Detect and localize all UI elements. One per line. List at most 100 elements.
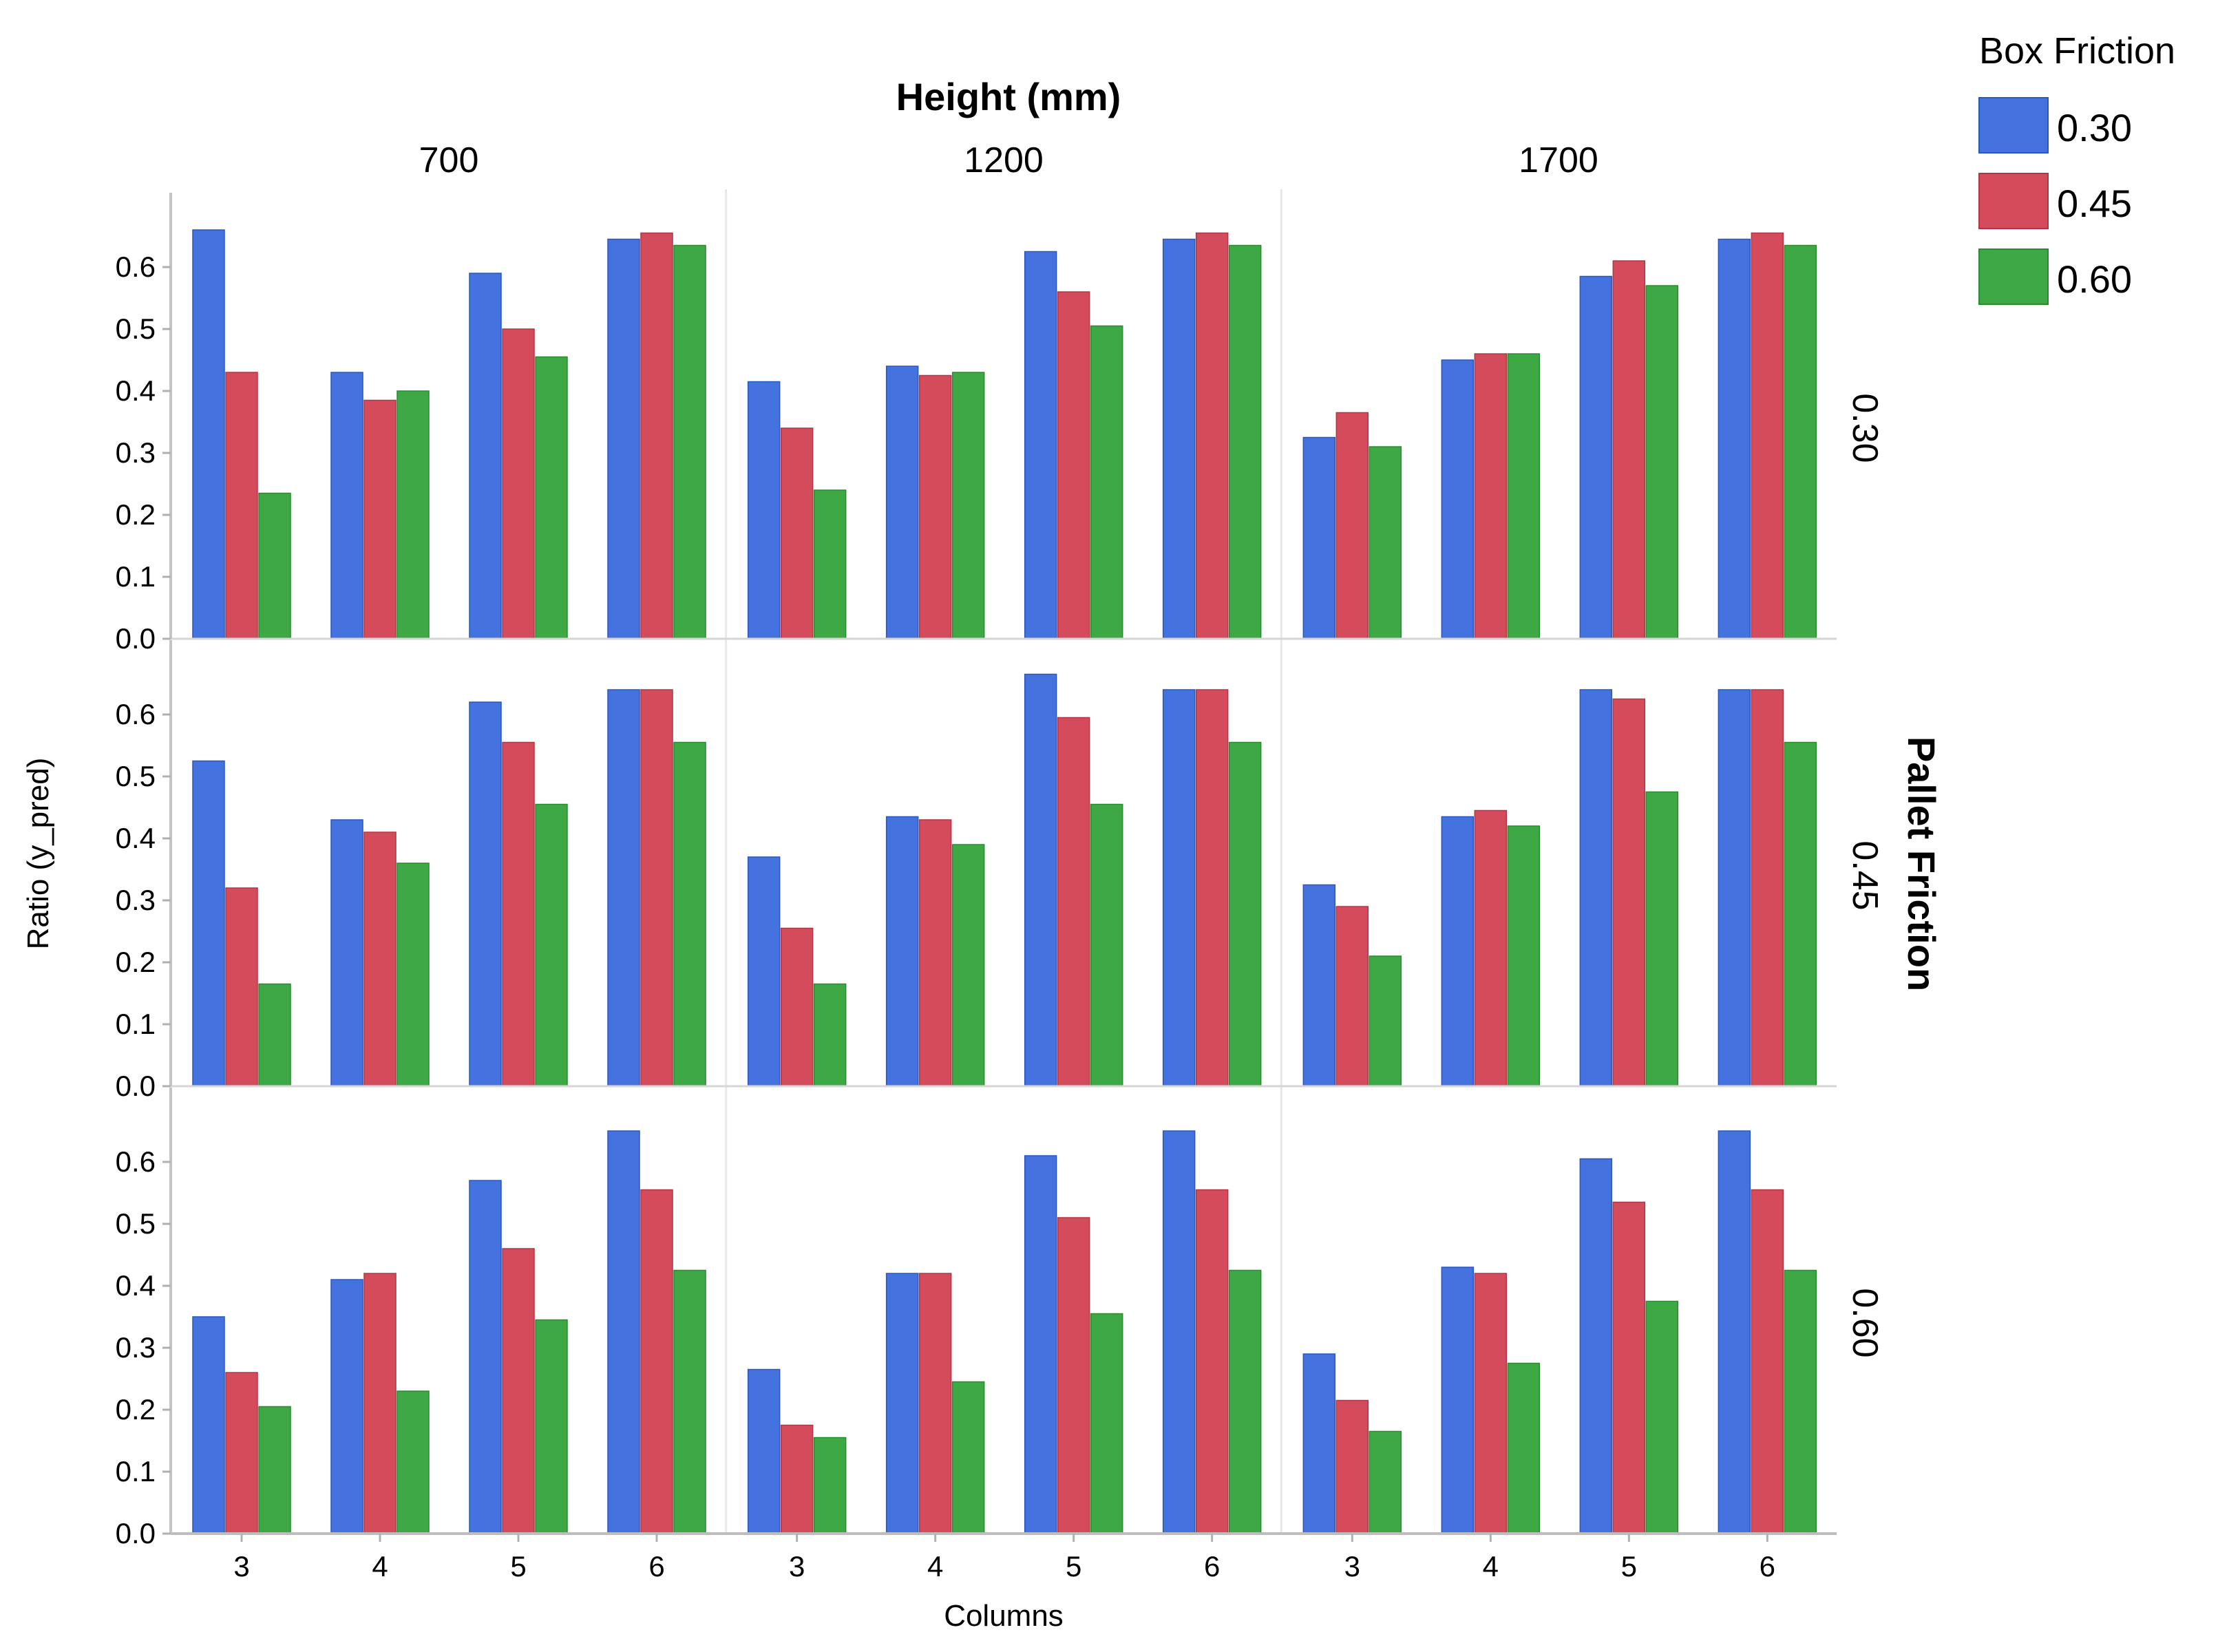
y-tick-label: 0.6 — [116, 251, 156, 283]
legend: Box Friction 0.30 0.45 0.60 — [1978, 30, 2175, 305]
y-tick-label: 0.4 — [116, 374, 156, 407]
bar-pf0.45-h1200-c3-bf0.45 — [780, 927, 814, 1087]
bar-pf0.30-h700-c5-bf0.30 — [469, 273, 502, 639]
bar-pf0.45-h1200-c3-bf0.60 — [813, 983, 847, 1087]
bar-pf0.60-h1200-c5-bf0.60 — [1090, 1313, 1123, 1534]
bar-pf0.45-h1200-c5-bf0.30 — [1024, 673, 1057, 1087]
bar-pf0.30-h1700-c3-bf0.30 — [1302, 436, 1336, 639]
bar-pf0.30-h1200-c3-bf0.45 — [780, 427, 814, 639]
bar-pf0.30-h1200-c5-bf0.30 — [1024, 251, 1057, 639]
bar-pf0.60-h700-c4-bf0.30 — [330, 1279, 363, 1534]
x-tick-label: 3 — [1344, 1550, 1360, 1582]
bar-pf0.60-h1200-c5-bf0.30 — [1024, 1155, 1057, 1534]
row-facet-label-0.60: 0.60 — [1845, 1288, 1885, 1357]
y-tick-label: 0.5 — [116, 760, 156, 792]
y-tick-label: 0.2 — [116, 1393, 156, 1426]
bar-pf0.60-h1700-c4-bf0.30 — [1441, 1267, 1475, 1534]
bar-pf0.30-h1200-c6-bf0.30 — [1162, 238, 1196, 639]
row-facet-label-0.45: 0.45 — [1845, 840, 1885, 910]
bar-pf0.45-h1200-c6-bf0.45 — [1195, 689, 1229, 1087]
bar-pf0.45-h700-c6-bf0.45 — [640, 689, 673, 1087]
x-tick-label: 5 — [510, 1550, 526, 1582]
bar-pf0.30-h1200-c3-bf0.30 — [747, 381, 781, 639]
bar-pf0.60-h700-c4-bf0.60 — [397, 1390, 430, 1534]
bar-pf0.60-h1700-c3-bf0.45 — [1335, 1399, 1369, 1534]
x-tick-label: 4 — [372, 1550, 388, 1582]
bar-pf0.60-h1200-c5-bf0.45 — [1057, 1217, 1090, 1534]
column-facet-title: Height (mm) — [896, 75, 1121, 118]
bar-pf0.60-h700-c6-bf0.30 — [607, 1130, 640, 1534]
bar-pf0.30-h700-c4-bf0.60 — [397, 390, 430, 639]
x-tick-label: 3 — [789, 1550, 805, 1582]
bar-pf0.45-h700-c3-bf0.60 — [258, 983, 291, 1087]
bar-pf0.60-h1700-c5-bf0.60 — [1645, 1300, 1679, 1534]
bar-pf0.30-h1700-c5-bf0.45 — [1612, 260, 1646, 639]
bar-pf0.45-h1700-c5-bf0.60 — [1645, 791, 1679, 1087]
bar-pf0.60-h700-c5-bf0.45 — [502, 1248, 535, 1534]
bar-pf0.60-h1200-c4-bf0.45 — [918, 1273, 952, 1534]
bar-pf0.60-h1200-c4-bf0.30 — [885, 1273, 919, 1534]
bar-pf0.45-h700-c3-bf0.30 — [192, 760, 225, 1087]
bar-pf0.30-h1200-c4-bf0.60 — [951, 372, 985, 639]
y-tick-label: 0.4 — [116, 1269, 156, 1302]
bar-pf0.30-h1700-c6-bf0.45 — [1751, 232, 1784, 639]
bar-pf0.30-h700-c3-bf0.45 — [225, 372, 258, 639]
bar-pf0.30-h1700-c6-bf0.30 — [1718, 238, 1751, 639]
bar-pf0.60-h1700-c6-bf0.45 — [1751, 1189, 1784, 1534]
bar-pf0.60-h1200-c6-bf0.45 — [1195, 1189, 1229, 1534]
bar-pf0.45-h1700-c3-bf0.30 — [1302, 884, 1336, 1087]
bar-pf0.60-h1700-c3-bf0.30 — [1302, 1353, 1336, 1534]
y-tick-label: 0.1 — [116, 1455, 156, 1487]
column-facet-label-1700: 1700 — [1519, 140, 1598, 180]
y-tick-label: 0.3 — [116, 884, 156, 916]
legend-label-0.45: 0.45 — [2057, 182, 2132, 225]
x-tick-label: 5 — [1066, 1550, 1081, 1582]
y-axis-title: Ratio (y_pred) — [21, 758, 55, 950]
bar-pf0.30-h1700-c6-bf0.60 — [1784, 244, 1817, 639]
bar-pf0.60-h700-c3-bf0.60 — [258, 1406, 291, 1534]
bar-pf0.45-h1700-c6-bf0.45 — [1751, 689, 1784, 1087]
bar-pf0.30-h700-c3-bf0.30 — [192, 229, 225, 639]
y-tick-label: 0.6 — [116, 1145, 156, 1178]
bar-pf0.60-h1200-c4-bf0.60 — [951, 1381, 985, 1534]
y-tick-label: 0.1 — [116, 560, 156, 593]
x-tick-label: 4 — [927, 1550, 943, 1582]
bar-pf0.60-h1200-c6-bf0.30 — [1162, 1130, 1196, 1534]
legend-swatch-0.60 — [1978, 248, 2049, 305]
bar-pf0.60-h700-c4-bf0.45 — [363, 1273, 397, 1534]
bar-pf0.45-h700-c3-bf0.45 — [225, 887, 258, 1087]
bar-pf0.45-h1700-c3-bf0.45 — [1335, 906, 1369, 1087]
bar-pf0.60-h700-c5-bf0.60 — [535, 1319, 568, 1534]
x-tick-label: 4 — [1483, 1550, 1499, 1582]
bar-pf0.30-h1200-c3-bf0.60 — [813, 489, 847, 639]
bar-pf0.60-h1700-c3-bf0.60 — [1369, 1430, 1402, 1534]
x-tick-label: 6 — [1760, 1550, 1775, 1582]
y-tick-label: 0.6 — [116, 698, 156, 730]
y-tick-label: 0.0 — [116, 1517, 156, 1549]
y-tick-label: 0.3 — [116, 436, 156, 469]
bar-pf0.30-h700-c6-bf0.60 — [673, 244, 706, 639]
y-tick-label: 0.4 — [116, 822, 156, 854]
bar-pf0.45-h1200-c4-bf0.30 — [885, 816, 919, 1087]
bars — [192, 229, 1817, 1534]
bar-pf0.60-h700-c6-bf0.60 — [673, 1269, 706, 1534]
bar-pf0.45-h700-c4-bf0.60 — [397, 862, 430, 1087]
bar-pf0.45-h700-c6-bf0.60 — [673, 741, 706, 1087]
bar-pf0.30-h1700-c3-bf0.60 — [1369, 446, 1402, 639]
bar-pf0.30-h1700-c4-bf0.30 — [1441, 359, 1475, 639]
bar-pf0.60-h1700-c4-bf0.45 — [1474, 1273, 1508, 1534]
bar-pf0.45-h1200-c4-bf0.60 — [951, 844, 985, 1087]
legend-swatch-0.45 — [1978, 173, 2049, 229]
y-tick-label: 0.1 — [116, 1008, 156, 1040]
x-tick-label: 6 — [1204, 1550, 1220, 1582]
bar-pf0.60-h1700-c5-bf0.30 — [1579, 1158, 1613, 1534]
legend-title: Box Friction — [1979, 30, 2175, 72]
bar-pf0.60-h1700-c6-bf0.30 — [1718, 1130, 1751, 1534]
legend-label-0.30: 0.30 — [2057, 106, 2132, 149]
bar-pf0.45-h1200-c6-bf0.60 — [1228, 741, 1262, 1087]
bar-pf0.60-h700-c3-bf0.45 — [225, 1372, 258, 1534]
bar-pf0.30-h1200-c6-bf0.45 — [1195, 232, 1229, 639]
y-tick-label: 0.3 — [116, 1331, 156, 1364]
bar-pf0.60-h1200-c3-bf0.60 — [813, 1437, 847, 1534]
